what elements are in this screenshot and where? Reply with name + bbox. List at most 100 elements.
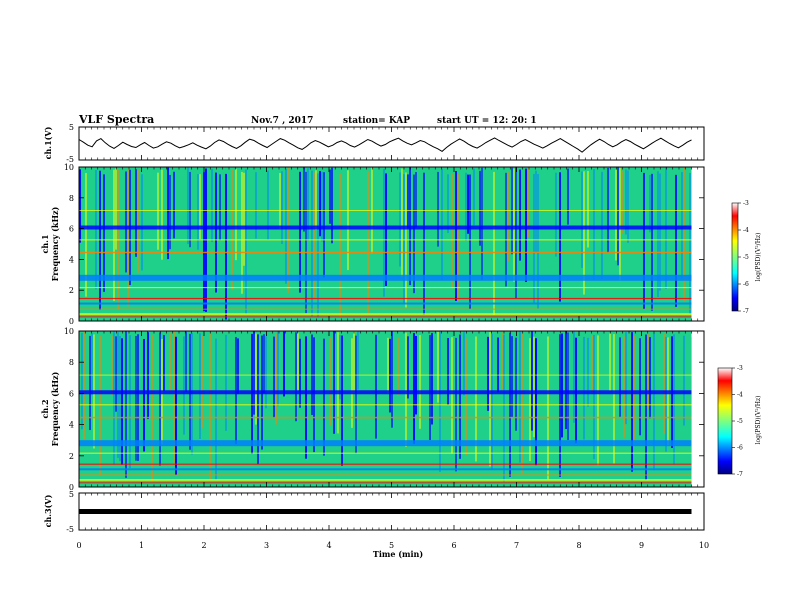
spectral-stripe: [653, 333, 655, 471]
spectral-stripe: [225, 334, 227, 431]
spectral-stripe: [525, 168, 527, 282]
colorbar-tick-label: -5: [737, 418, 743, 425]
spectral-stripe: [581, 171, 583, 268]
spectral-stripe: [331, 167, 333, 244]
spectral-stripe: [329, 337, 331, 426]
frequency-band: [79, 468, 692, 471]
spectral-stripe: [423, 172, 425, 315]
spectral-stripe: [437, 331, 439, 403]
spectral-stripe: [535, 338, 537, 466]
spectral-stripe: [297, 332, 299, 391]
spectral-stripe: [313, 337, 315, 453]
spectral-stripe: [169, 174, 171, 250]
spectral-stripe: [623, 336, 625, 439]
spectral-stripe: [323, 338, 325, 456]
spectral-stripe: [621, 170, 623, 234]
spectral-stripe: [255, 172, 257, 239]
spectral-stripe: [115, 168, 117, 250]
spectral-stripe: [659, 173, 661, 291]
spectral-stripe: [529, 338, 531, 462]
colorbar-tick-label: -3: [743, 200, 749, 207]
spectral-stripe: [473, 168, 475, 226]
spectral-stripe: [315, 170, 317, 230]
spectral-stripe: [151, 334, 153, 482]
ch1-colorbar-ticks: -3 -4 -5 -6 -7: [738, 200, 749, 315]
spectral-stripe: [467, 174, 469, 234]
spectral-stripe: [225, 173, 227, 320]
spectral-stripe: [237, 338, 239, 395]
spectral-stripe: [407, 336, 409, 399]
spectral-stripe: [663, 333, 665, 435]
spectral-stripe: [267, 170, 269, 240]
time-tick-label: 5: [389, 541, 394, 550]
spectral-stripe: [311, 170, 313, 317]
ch3-ytick-top: 5: [69, 490, 74, 499]
spectral-stripe: [351, 338, 353, 428]
spectral-stripe: [215, 172, 217, 293]
spectral-stripe: [203, 172, 205, 312]
spectral-stripe: [681, 172, 683, 279]
spectral-stripe: [673, 334, 675, 465]
spectral-stripe: [439, 331, 441, 472]
spectral-stripe: [519, 169, 521, 261]
ch3-waveform-trace: [79, 509, 692, 514]
spectral-stripe: [245, 169, 247, 315]
frequency-band: [79, 404, 692, 406]
frequency-band: [79, 287, 692, 289]
freq-tick-label: 4: [69, 421, 74, 430]
frequency-band: [79, 416, 692, 419]
spectral-stripe: [429, 335, 431, 441]
spectral-stripe: [651, 173, 653, 311]
spectral-stripe: [547, 336, 549, 480]
spectral-stripe: [515, 337, 517, 431]
spectral-stripe: [319, 171, 321, 237]
ch3-waveform-panel: 5 -5 ch.3(V): [43, 490, 705, 534]
spectral-stripe: [665, 336, 667, 452]
freq-tick-label: 10: [64, 163, 74, 172]
spectral-stripe: [533, 173, 535, 303]
spectral-stripe: [431, 332, 433, 425]
time-tick-label: 8: [576, 541, 581, 550]
spectral-stripe: [141, 174, 143, 271]
colorbar-tick-label: -7: [737, 471, 743, 478]
spectral-stripe: [497, 337, 499, 393]
spectral-stripe: [511, 336, 513, 418]
spectral-stripe: [161, 169, 163, 260]
spectral-stripe: [657, 171, 659, 297]
spectral-stripe: [81, 332, 83, 430]
spectral-stripe: [475, 336, 477, 462]
freq-tick-label: 4: [69, 255, 74, 264]
spectral-stripe: [631, 332, 633, 472]
spectral-stripe: [531, 331, 533, 431]
spectral-stripe: [403, 174, 405, 305]
spectral-stripe: [299, 171, 301, 293]
spectral-stripe: [567, 168, 569, 225]
frequency-band: [79, 463, 692, 465]
time-tick-label: 2: [201, 541, 206, 550]
spectral-stripe: [173, 332, 175, 465]
ch1-ytick-top: 5: [69, 123, 74, 132]
station-label: station= KAP: [343, 116, 410, 126]
spectral-stripe: [597, 335, 599, 466]
spectral-stripe: [211, 168, 213, 242]
spectral-stripe: [167, 167, 169, 260]
spectral-stripe: [125, 171, 127, 273]
spectral-stripe: [103, 174, 105, 292]
spectral-stripe: [305, 171, 307, 314]
spectral-stripe: [157, 172, 159, 250]
spectral-stripe: [183, 336, 185, 435]
spectral-stripe: [625, 169, 627, 235]
spectral-stripe: [169, 332, 171, 394]
spectral-stripe: [187, 167, 189, 244]
spectral-stripe: [507, 171, 509, 262]
spectral-stripe: [219, 174, 221, 241]
spectral-stripe: [535, 170, 537, 253]
spectral-stripe: [339, 173, 341, 317]
ch3-waveform-ylabel: ch.3(V): [43, 494, 53, 527]
ch2-colorbar: -3 -4 -5 -6 -7 log(PSD)(V²/Hz): [717, 365, 762, 478]
spectral-stripe: [91, 333, 93, 395]
spectral-stripe: [111, 336, 113, 396]
spectral-stripe: [441, 168, 443, 280]
spectral-stripe: [137, 169, 139, 273]
spectral-stripe: [375, 334, 377, 439]
